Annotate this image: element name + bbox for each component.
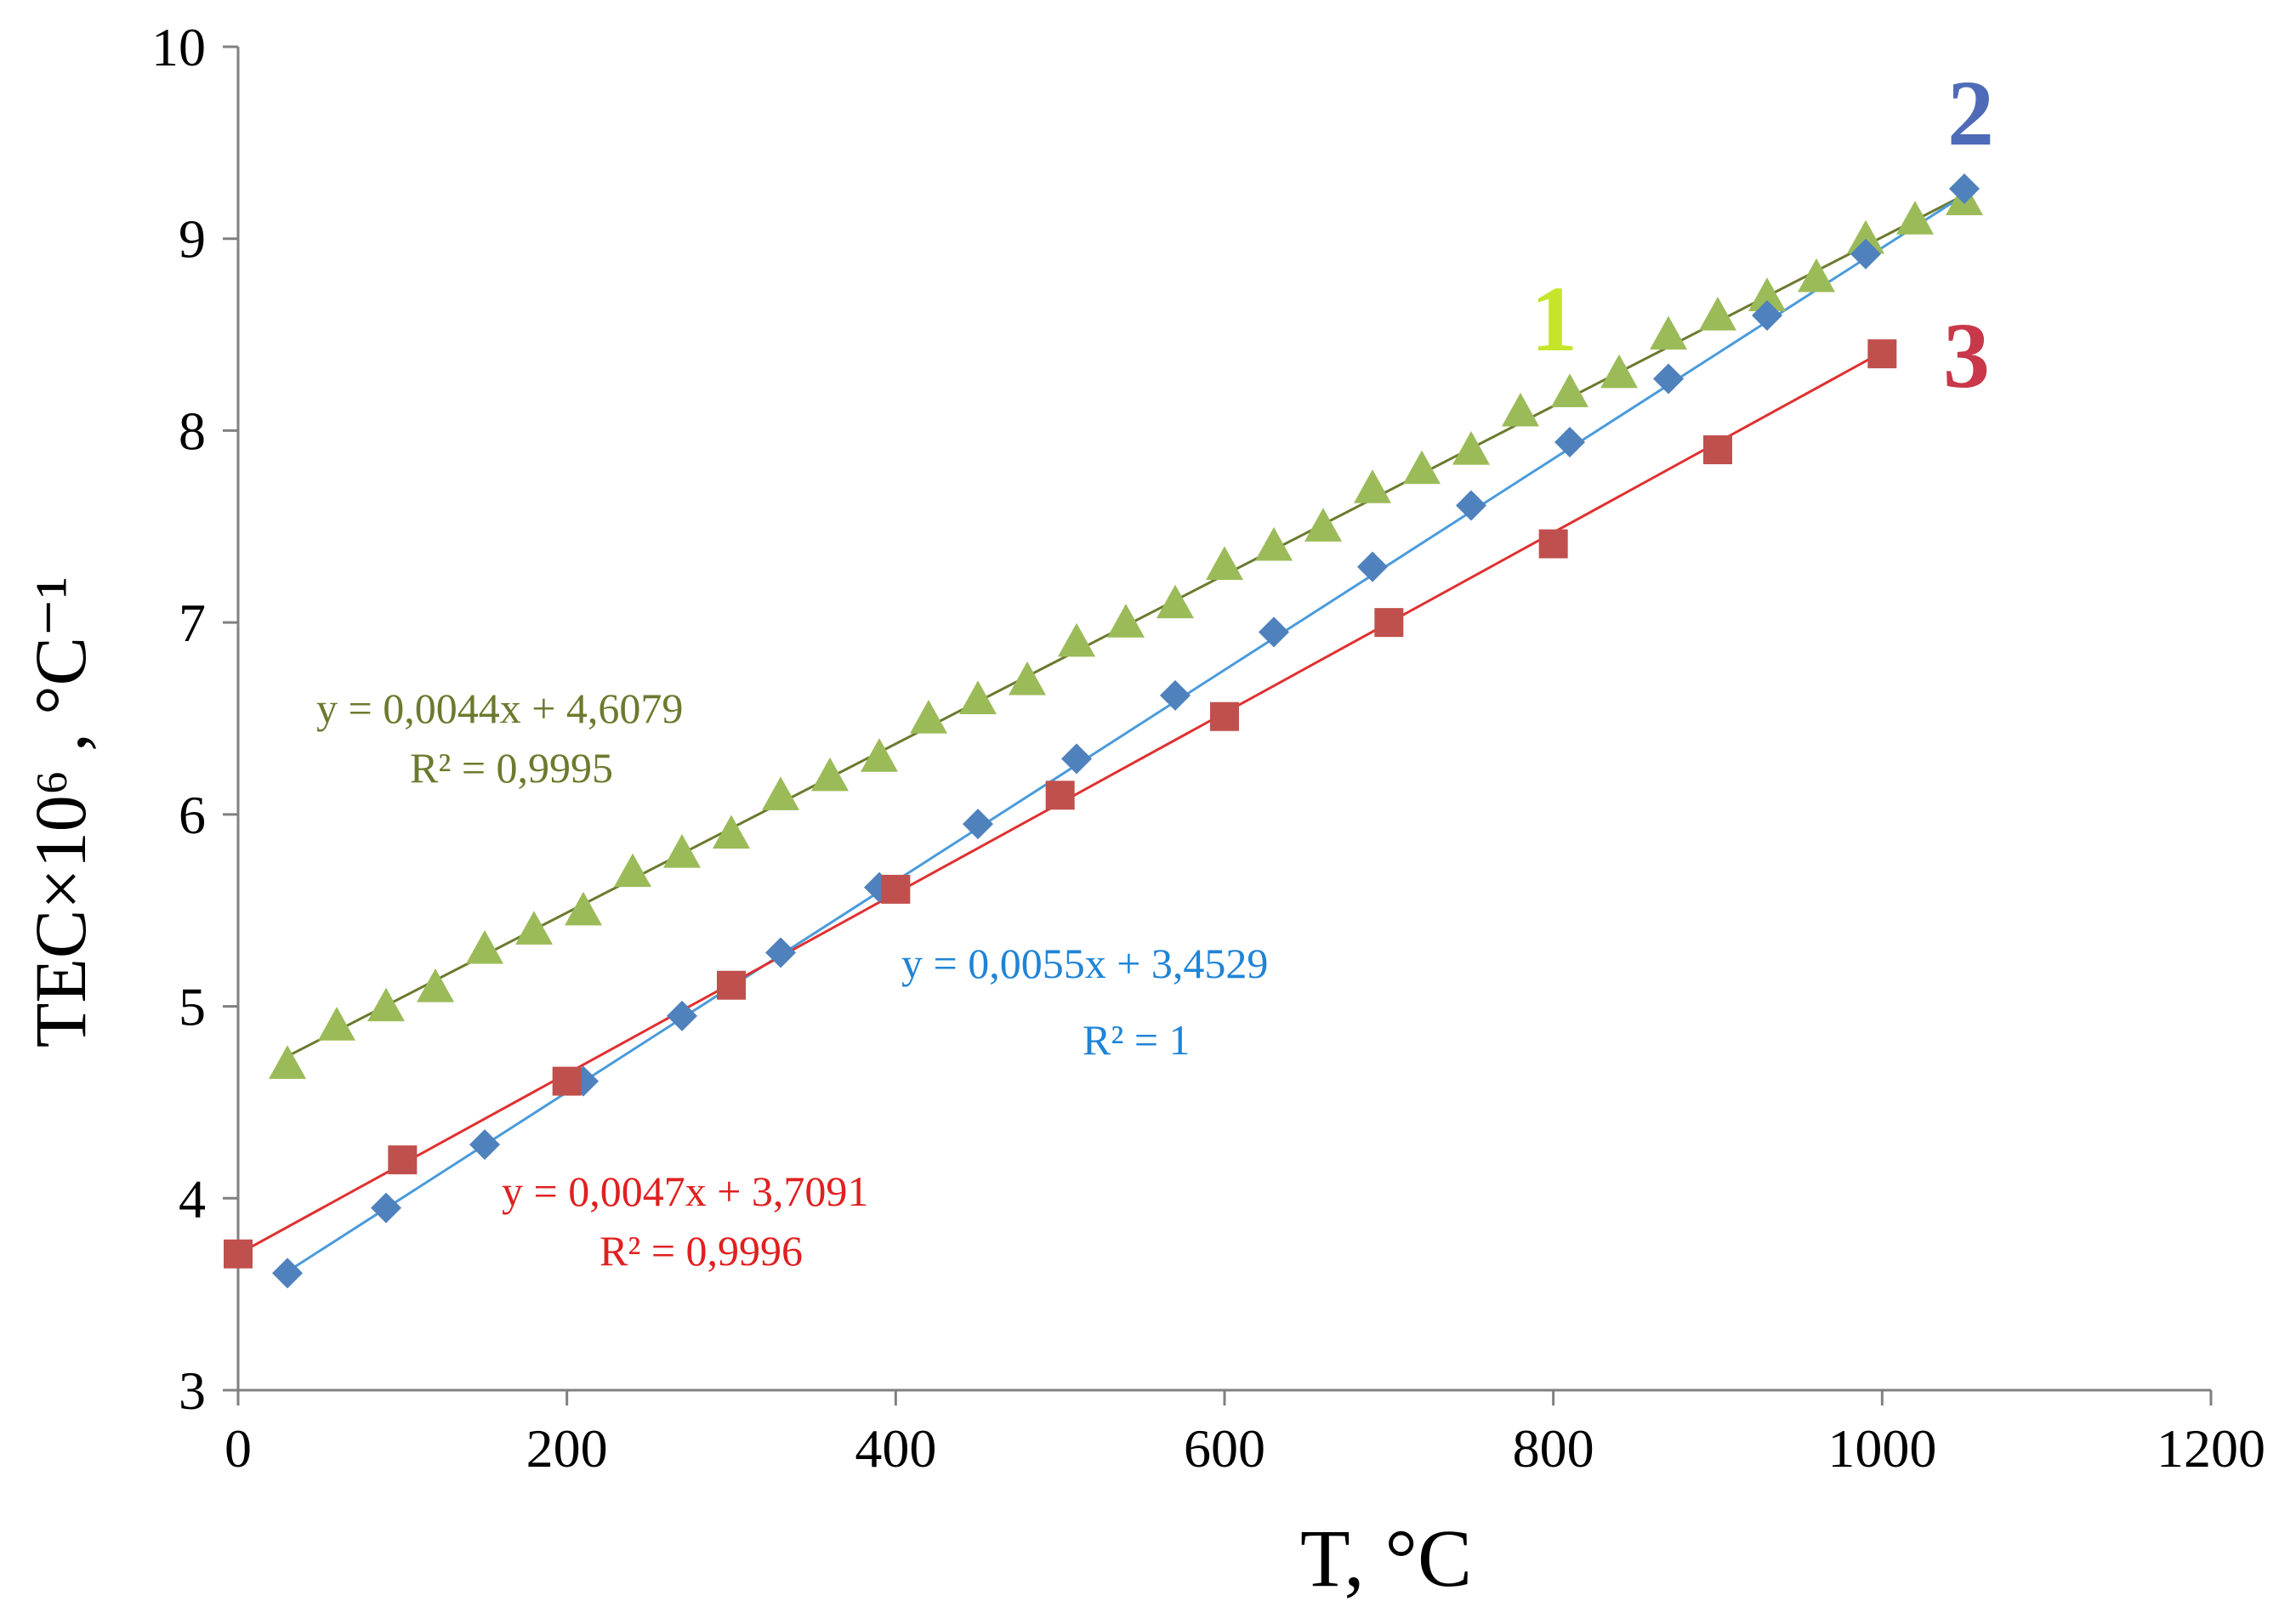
- point-series-2: [765, 937, 796, 968]
- y-tick-label: 6: [179, 785, 206, 845]
- y-tick-label: 4: [179, 1168, 206, 1229]
- point-series-1: [614, 853, 651, 888]
- point-series-1: [1452, 431, 1490, 465]
- point-series-1: [1502, 392, 1539, 427]
- point-series-3: [717, 970, 746, 1000]
- point-series-3: [1703, 435, 1732, 464]
- y-tick-label: 5: [179, 977, 206, 1037]
- point-series-1: [1798, 258, 1835, 292]
- point-series-1: [1551, 373, 1588, 407]
- y-tick-label: 3: [179, 1360, 206, 1421]
- point-series-1: [565, 891, 602, 926]
- point-series-3: [552, 1066, 582, 1096]
- point-series-1: [1748, 277, 1786, 312]
- point-series-1: [1403, 450, 1441, 485]
- point-series-2: [1061, 743, 1092, 775]
- point-series-1: [1157, 584, 1194, 619]
- point-series-1: [269, 1045, 306, 1079]
- series-1-equation: y = 0,0044x + 4,6079: [316, 684, 683, 732]
- point-series-1: [861, 738, 898, 772]
- trendlines: [237, 193, 1965, 1273]
- series-3-r2: R² = 0,9996: [600, 1227, 803, 1275]
- y-tick-label: 8: [179, 400, 206, 461]
- point-series-3: [1374, 608, 1404, 638]
- point-series-1: [1896, 201, 1934, 235]
- point-series-1: [811, 757, 849, 792]
- x-tick-label: 600: [1184, 1418, 1265, 1479]
- point-series-2: [1456, 490, 1486, 521]
- point-series-2: [1554, 426, 1585, 457]
- data-points: [224, 173, 1983, 1289]
- x-tick-label: 800: [1513, 1418, 1594, 1479]
- point-series-1: [910, 700, 947, 734]
- y-tick-label: 10: [151, 17, 206, 77]
- point-series-2: [1259, 616, 1289, 648]
- point-series-2: [667, 1000, 697, 1031]
- point-series-1: [959, 680, 997, 715]
- point-series-1: [367, 987, 405, 1022]
- point-series-1: [713, 815, 750, 849]
- x-tick-label: 1200: [2157, 1418, 2265, 1479]
- point-series-1: [1600, 354, 1638, 389]
- point-series-3: [388, 1145, 418, 1175]
- point-series-3: [224, 1239, 253, 1269]
- point-series-2: [272, 1258, 303, 1289]
- point-series-2: [371, 1192, 401, 1224]
- point-series-1: [1206, 546, 1243, 581]
- point-series-1: [1255, 526, 1293, 561]
- series-1-r2: R² = 0,9995: [410, 744, 613, 792]
- series-3-label: 3: [1943, 304, 1990, 407]
- x-tick-label: 400: [855, 1418, 936, 1479]
- y-axis-label: TEC×10⁶ , °C⁻¹: [20, 576, 101, 1048]
- x-axis-label: T, °C: [1300, 1513, 1472, 1604]
- point-series-3: [1538, 529, 1568, 559]
- point-series-1: [762, 776, 799, 810]
- series-2-r2: R² = 1: [1083, 1016, 1191, 1064]
- point-series-3: [881, 874, 911, 904]
- point-series-1: [515, 911, 553, 945]
- point-series-1: [1304, 508, 1342, 542]
- point-series-2: [1850, 238, 1881, 270]
- point-series-3: [1867, 339, 1897, 369]
- point-series-1: [1354, 469, 1391, 503]
- point-series-2: [1653, 363, 1684, 395]
- point-series-1: [1009, 661, 1046, 696]
- point-series-2: [1160, 679, 1191, 711]
- point-series-1: [417, 968, 454, 1002]
- y-tick-label: 7: [179, 593, 206, 653]
- point-series-2: [469, 1129, 500, 1161]
- point-series-1: [1699, 297, 1736, 331]
- x-tick-label: 200: [526, 1418, 608, 1479]
- series-1-label: 1: [1531, 267, 1577, 371]
- point-series-1: [1847, 219, 1884, 254]
- series-2-label: 2: [1947, 61, 1994, 165]
- x-tick-label: 0: [224, 1418, 252, 1479]
- x-tick-label: 1000: [1827, 1418, 1936, 1479]
- point-series-1: [466, 929, 503, 964]
- point-series-3: [1210, 701, 1239, 731]
- point-series-1: [1058, 622, 1095, 657]
- point-series-2: [1357, 551, 1388, 582]
- point-series-1: [1650, 315, 1687, 350]
- point-series-2: [963, 809, 993, 840]
- ticks: 3 4 5 6 7 8 9 10 0 200 400 600 800 1000 1200: [151, 17, 2265, 1479]
- point-series-2: [1752, 300, 1782, 331]
- point-series-1: [318, 1007, 355, 1041]
- series-3-equation: y = 0,0047x + 3,7091: [502, 1167, 868, 1215]
- trendline-series-2: [287, 194, 1965, 1273]
- series-2-equation: y = 0,0055x + 3,4529: [901, 940, 1268, 987]
- point-series-1: [663, 834, 701, 868]
- point-series-2: [1949, 173, 1980, 205]
- y-tick-label: 9: [179, 209, 206, 270]
- point-series-3: [1045, 781, 1075, 810]
- point-series-1: [1107, 604, 1145, 638]
